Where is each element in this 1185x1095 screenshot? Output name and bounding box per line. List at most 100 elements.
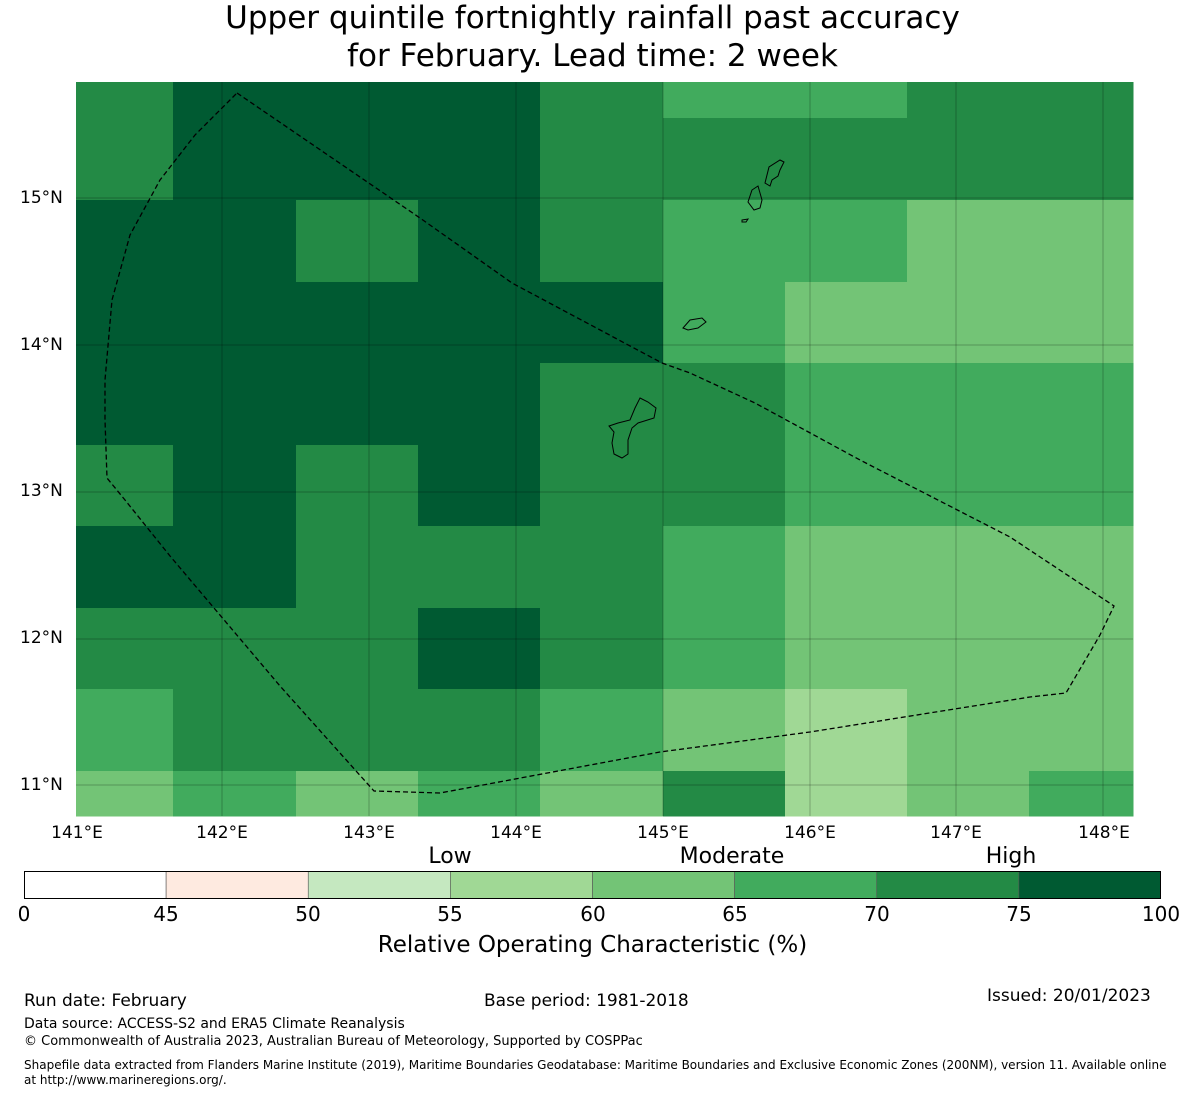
lat-label-12n: 12°N bbox=[20, 628, 63, 648]
colorbar-segment bbox=[24, 871, 167, 899]
title-line-2: for February. Lead time: 2 week bbox=[347, 38, 838, 74]
grid-cell bbox=[540, 689, 664, 772]
rota-island bbox=[682, 317, 707, 331]
grid-cell bbox=[663, 82, 786, 119]
grid-cell bbox=[785, 608, 908, 690]
colorbar-tick-55: 55 bbox=[437, 902, 463, 926]
data-source: Data source: ACCESS-S2 and ERA5 Climate … bbox=[24, 1016, 405, 1032]
grid-cell bbox=[1029, 363, 1134, 446]
grid-cell bbox=[540, 282, 664, 364]
grid-cell bbox=[296, 363, 419, 446]
grid-cell bbox=[540, 118, 664, 201]
lon-label-145e: 145°E bbox=[637, 823, 689, 843]
grid-cell bbox=[173, 689, 297, 772]
grid-cell bbox=[785, 282, 908, 364]
lat-label-15n: 15°N bbox=[20, 188, 63, 208]
lat-label-14n: 14°N bbox=[20, 335, 63, 355]
grid-cell bbox=[907, 771, 1030, 817]
grid-cell bbox=[663, 689, 786, 772]
tinian-island bbox=[747, 185, 763, 211]
grid-cell bbox=[173, 608, 297, 690]
colorbar-segment bbox=[1018, 871, 1161, 899]
colorbar-segment bbox=[450, 871, 593, 899]
colorbar-tick-100: 100 bbox=[1141, 902, 1181, 926]
grid-cell bbox=[76, 689, 174, 772]
grid-cell bbox=[663, 118, 786, 201]
grid-cell bbox=[540, 82, 664, 119]
grid-cell bbox=[540, 363, 664, 446]
grid-cell bbox=[76, 282, 174, 364]
colorbar-tick-60: 60 bbox=[580, 902, 606, 926]
grid-cell bbox=[296, 608, 419, 690]
grid-cell bbox=[785, 526, 908, 609]
colorbar-tick-75: 75 bbox=[1006, 902, 1032, 926]
islands bbox=[608, 159, 785, 459]
grid-cell bbox=[907, 608, 1030, 690]
grid-cell bbox=[76, 445, 174, 527]
grid-cell bbox=[907, 82, 1030, 119]
grid-cell bbox=[540, 771, 664, 817]
grid-cell bbox=[907, 363, 1030, 446]
shapefile-credit: Shapefile data extracted from Flanders M… bbox=[24, 1058, 1167, 1087]
grid-cell bbox=[907, 689, 1030, 772]
colorbar-segments bbox=[24, 871, 1161, 899]
grid-cell bbox=[173, 200, 297, 283]
colorbar-label: Relative Operating Characteristic (%) bbox=[377, 932, 808, 958]
colorbar-tick-70: 70 bbox=[864, 902, 890, 926]
title-line-1: Upper quintile fortnightly rainfall past… bbox=[225, 0, 960, 36]
grid-cell bbox=[1029, 82, 1134, 119]
grid-cell bbox=[540, 200, 664, 283]
lon-label-147e: 147°E bbox=[930, 823, 982, 843]
grid-cell bbox=[418, 689, 541, 772]
grid-cell bbox=[540, 445, 664, 527]
grid-cell bbox=[1029, 689, 1134, 772]
grid-cell bbox=[785, 771, 908, 817]
category-high: High bbox=[985, 844, 1037, 869]
grid-cell bbox=[663, 771, 786, 817]
grid-cell bbox=[785, 118, 908, 201]
category-low: Low bbox=[428, 844, 472, 869]
grid-cell bbox=[785, 200, 908, 283]
saipan-island bbox=[764, 159, 785, 187]
grid-cell bbox=[540, 608, 664, 690]
grid-cell bbox=[1029, 118, 1134, 201]
grid-cell bbox=[76, 526, 174, 609]
grid-cell bbox=[76, 363, 174, 446]
grid-cell bbox=[173, 445, 297, 527]
copyright: © Commonwealth of Australia 2023, Austra… bbox=[24, 1034, 643, 1049]
grid-cell bbox=[296, 200, 419, 283]
colorbar-tick-50: 50 bbox=[295, 902, 321, 926]
grid-cell bbox=[418, 445, 541, 527]
grid-cell bbox=[173, 118, 297, 201]
grid-cell bbox=[663, 526, 786, 609]
lat-label-13n: 13°N bbox=[20, 481, 63, 501]
lon-label-144e: 144°E bbox=[490, 823, 542, 843]
aguijan-island bbox=[741, 218, 750, 223]
grid-cell bbox=[173, 282, 297, 364]
grid-cell bbox=[785, 445, 908, 527]
grid-cell bbox=[76, 608, 174, 690]
grid-cell bbox=[418, 282, 541, 364]
grid-cell bbox=[418, 526, 541, 609]
run-date: Run date: February bbox=[24, 991, 187, 1011]
colorbar-segment bbox=[307, 871, 451, 899]
grid-cell bbox=[296, 282, 419, 364]
grid-cell bbox=[663, 608, 786, 690]
grid-cell bbox=[1029, 445, 1134, 527]
grid-cell bbox=[907, 118, 1030, 201]
grid-cell bbox=[663, 445, 786, 527]
grid-cell bbox=[418, 118, 541, 201]
colorbar-tick-45: 45 bbox=[153, 902, 179, 926]
grid-cell bbox=[540, 526, 664, 609]
grid-cell bbox=[785, 82, 908, 119]
lon-label-148e: 148°E bbox=[1078, 823, 1130, 843]
grid-cell bbox=[1029, 282, 1134, 364]
colorbar-segment bbox=[734, 871, 878, 899]
grid-cell bbox=[1029, 200, 1134, 283]
grid-cell bbox=[1029, 608, 1134, 690]
grid-cell bbox=[785, 689, 908, 772]
colorbar-tick-65: 65 bbox=[722, 902, 748, 926]
colorbar-segment bbox=[165, 871, 309, 899]
grid-cell bbox=[173, 82, 297, 119]
grid-cell bbox=[1029, 526, 1134, 609]
